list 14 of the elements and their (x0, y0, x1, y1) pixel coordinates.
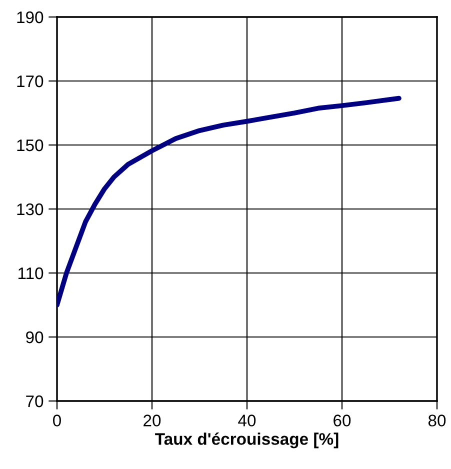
y-tick-label: 90 (26, 331, 44, 344)
y-tick-label: 110 (18, 267, 44, 280)
line-series (57, 96, 402, 308)
y-tick-label: 190 (17, 11, 44, 24)
y-tick-label: 150 (17, 139, 44, 152)
x-tick-label: 60 (334, 414, 351, 426)
y-tick-label: 170 (17, 75, 44, 88)
x-axis-title: Taux d'écrouissage [%] (155, 432, 338, 448)
x-tick-label: 40 (238, 414, 256, 426)
y-tick-label: 130 (17, 203, 44, 216)
x-tick-label: 80 (428, 414, 446, 426)
x-tick-label: 20 (144, 414, 161, 426)
y-tick-label: 70 (26, 395, 44, 408)
x-tick-label: 0 (53, 414, 61, 426)
